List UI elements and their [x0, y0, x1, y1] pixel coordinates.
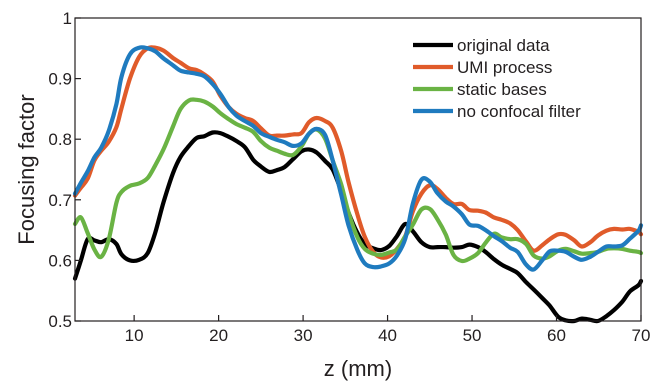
- y-tick-label: 0.9: [48, 70, 72, 89]
- y-tick-label: 0.6: [48, 251, 72, 270]
- x-tick-label: 60: [547, 326, 566, 345]
- x-tick-label: 10: [125, 326, 144, 345]
- y-axis-label: Focusing factor: [14, 94, 39, 244]
- plot-frame: [74, 17, 642, 322]
- x-tick-label: 70: [632, 326, 651, 345]
- legend: original data UMI process static bases no c…: [413, 36, 581, 121]
- legend-label-no-confocal-filter: no confocal filter: [457, 102, 581, 121]
- x-tick-label: 40: [378, 326, 397, 345]
- y-tick-label: 0.7: [48, 191, 72, 210]
- series-line-no-confocal-filter: [72, 45, 644, 272]
- x-tick-label: 30: [294, 326, 313, 345]
- y-tick-label: 1: [63, 9, 72, 28]
- x-tick-label: 20: [209, 326, 228, 345]
- x-tick-label: 50: [463, 326, 482, 345]
- axis-ticks: 10 20 30 40 50 60 70 0.5 0.6 0.7 0.8 0.9 1: [48, 9, 650, 345]
- x-axis-label: z (mm): [324, 356, 392, 381]
- legend-label-umi-process: UMI process: [457, 58, 552, 77]
- series-line-static-bases: [72, 97, 644, 264]
- series-line-umi-process: [72, 45, 644, 260]
- legend-label-static-bases: static bases: [457, 80, 547, 99]
- y-tick-label: 0.8: [48, 130, 72, 149]
- legend-label-original-data: original data: [457, 36, 550, 55]
- y-tick-label: 0.5: [48, 312, 72, 331]
- plot-lines: [72, 45, 644, 324]
